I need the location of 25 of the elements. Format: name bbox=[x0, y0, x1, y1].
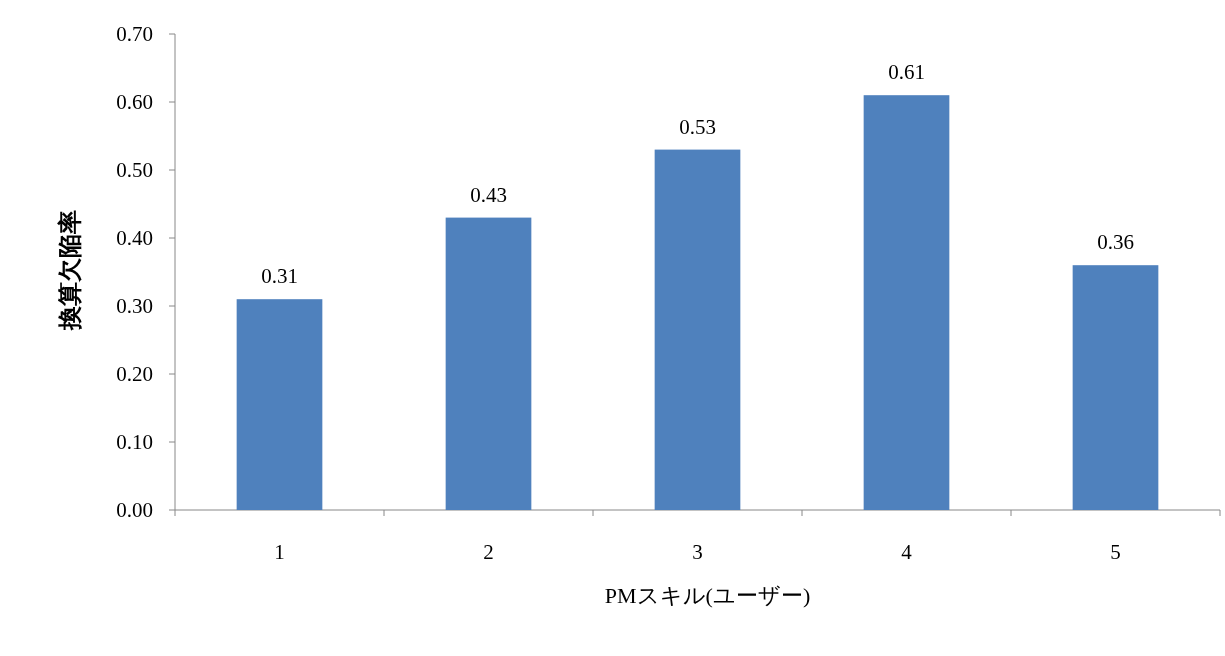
bar bbox=[863, 95, 950, 510]
data-label: 0.61 bbox=[888, 60, 925, 85]
y-tick-label: 0.50 bbox=[116, 158, 153, 182]
y-tick-label: 0.70 bbox=[116, 22, 153, 46]
y-tick-label: 0.40 bbox=[116, 226, 153, 250]
x-tick-label: 3 bbox=[692, 540, 703, 564]
x-tick-label: 4 bbox=[901, 540, 913, 564]
bar bbox=[654, 149, 741, 510]
y-axis-title: 換算欠陥率 bbox=[57, 210, 83, 331]
data-label: 0.31 bbox=[261, 264, 298, 289]
data-label: 0.53 bbox=[679, 114, 716, 139]
data-label: 0.36 bbox=[1097, 230, 1134, 255]
x-tick-label: 2 bbox=[483, 540, 494, 564]
x-axis-title: PMスキル(ユーザー) bbox=[604, 583, 811, 608]
data-label: 0.43 bbox=[470, 182, 507, 207]
bar bbox=[445, 217, 532, 510]
x-tick-label: 1 bbox=[274, 540, 285, 564]
x-tick-label: 5 bbox=[1110, 540, 1121, 564]
bar bbox=[236, 299, 323, 510]
y-tick-label: 0.60 bbox=[116, 90, 153, 114]
y-tick-label: 0.10 bbox=[116, 430, 153, 454]
y-tick-label: 0.30 bbox=[116, 294, 153, 318]
y-tick-label: 0.00 bbox=[116, 498, 153, 522]
y-tick-label: 0.20 bbox=[116, 362, 153, 386]
bar bbox=[1072, 265, 1159, 510]
